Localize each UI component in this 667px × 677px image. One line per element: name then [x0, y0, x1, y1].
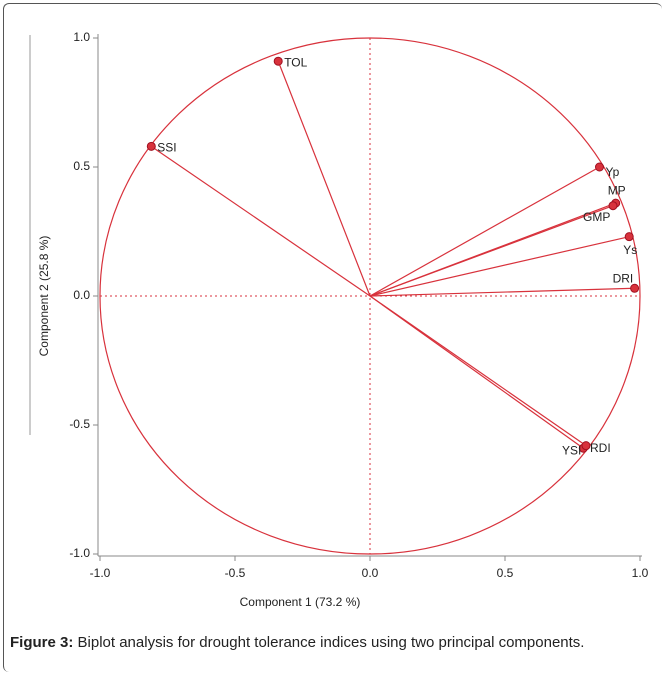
loading-vector — [369, 205, 614, 297]
y-tick-label: -0.5 — [69, 417, 90, 431]
point-label: Ys — [623, 243, 637, 257]
point-label: Yp — [606, 165, 620, 179]
point — [146, 141, 156, 151]
point — [595, 162, 604, 172]
x-axis-label: Component 1 (73.2 %) — [240, 595, 361, 609]
point — [608, 201, 618, 211]
point — [624, 232, 634, 242]
loading-vector — [369, 295, 587, 447]
caption: Figure 3: Biplot analysis for drought to… — [10, 633, 660, 652]
loading-vector — [369, 295, 584, 449]
caption-label: Figure 3: — [10, 634, 74, 651]
y-tick-label: 0.5 — [73, 159, 90, 173]
loading-vector — [150, 145, 371, 297]
point-label: DRI — [613, 271, 634, 285]
point — [581, 441, 591, 451]
x-tick-label: 0.5 — [497, 566, 514, 580]
caption-text: Biplot analysis for drought tolerance in… — [77, 634, 585, 651]
point-label: YSI — [562, 443, 581, 457]
point — [273, 56, 283, 66]
loading-vector — [369, 166, 600, 297]
frame — [3, 3, 662, 672]
point-label: MP — [608, 183, 626, 197]
y-tick-label: -1.0 — [69, 546, 90, 560]
loading-vector — [277, 61, 371, 297]
y-tick-label: 1.0 — [73, 30, 90, 44]
x-tick-label: 1.0 — [632, 566, 649, 580]
x-tick-label: 0.0 — [362, 566, 379, 580]
point — [630, 283, 640, 293]
x-tick-label: -1.0 — [90, 566, 111, 580]
loading-vector — [369, 287, 635, 297]
unit-circle — [99, 37, 641, 555]
point-label: SSI — [157, 141, 176, 155]
y-tick-label: 0.0 — [73, 288, 90, 302]
x-tick-label: -0.5 — [225, 566, 246, 580]
y-axis-label: Component 2 (25.8 %) — [37, 236, 51, 357]
chart: Component 1 (73.2 %) Component 2 (25.8 %… — [29, 30, 649, 609]
loading-vector — [369, 236, 630, 297]
point-label: RDI — [590, 441, 611, 455]
point-label: GMP — [583, 210, 610, 224]
point-label: TOL — [284, 55, 307, 69]
